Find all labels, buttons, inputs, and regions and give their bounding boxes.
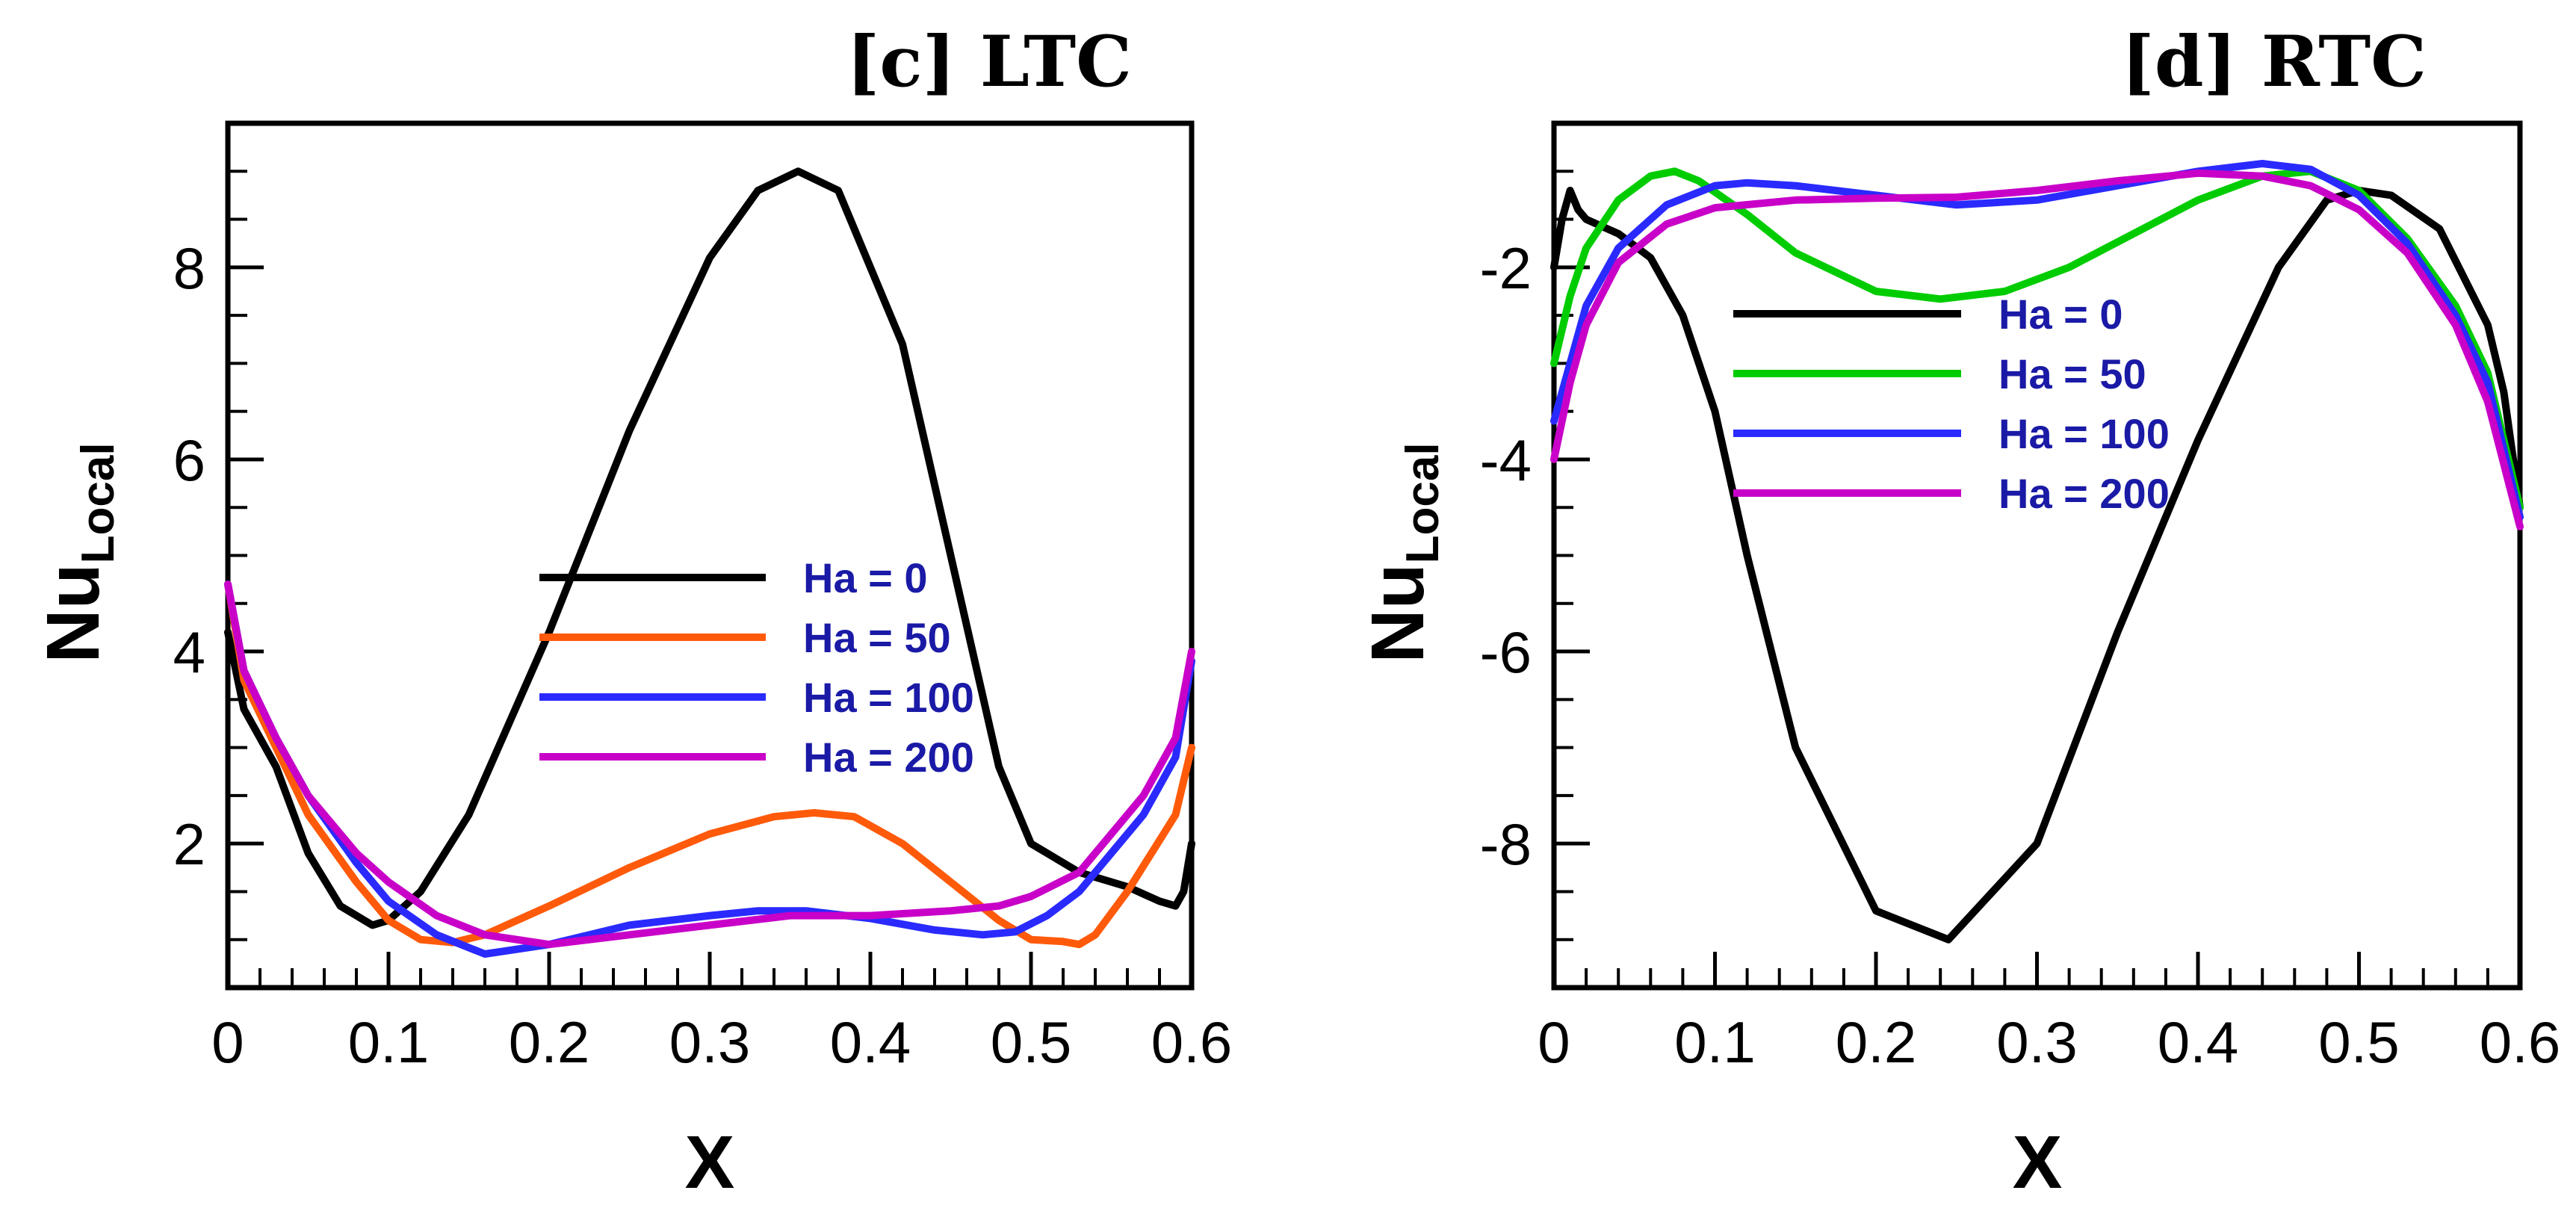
x-axis-title: X	[2013, 1121, 2063, 1204]
legend-label: Ha = 0	[1998, 291, 2123, 338]
legend-label: Ha = 200	[1998, 470, 2170, 517]
y-axis-title-main: Nu	[1356, 563, 1440, 663]
y-tick-label: 2	[173, 811, 205, 877]
x-tick-label: 0.5	[991, 1009, 1071, 1075]
y-axis-title-sub: Local	[1397, 442, 1449, 563]
series-line	[224, 167, 1195, 929]
series-group	[1550, 160, 2524, 944]
y-axis-title: NuLocal	[1356, 442, 1449, 663]
series-line	[1550, 169, 2524, 530]
x-tick-label: 0.6	[2480, 1009, 2560, 1075]
x-tick-label: 0.1	[348, 1009, 429, 1075]
x-tick-label: 0	[211, 1009, 244, 1075]
y-tick-label: -2	[1480, 235, 1532, 301]
y-tick-label: 6	[173, 427, 205, 493]
y-tick-label: -8	[1480, 811, 1532, 877]
series-line	[1550, 187, 2524, 944]
legend-label: Ha = 100	[1998, 410, 2170, 457]
y-axis-title-main: Nu	[31, 563, 115, 663]
x-tick-label: 0.2	[509, 1009, 589, 1075]
y-tick-label: -4	[1480, 427, 1532, 493]
chart-title: [d] RTC	[2121, 21, 2427, 103]
legend-label: Ha = 50	[803, 614, 951, 661]
x-tick-label: 0.3	[669, 1009, 750, 1075]
x-tick-label: 0.6	[1151, 1009, 1232, 1075]
x-tick-label: 0.4	[830, 1009, 911, 1075]
x-tick-label: 0.3	[1996, 1009, 2077, 1075]
axis-ticks: 0 0.1 0.2 0.3 0.4 0.5 0.6 -8 -6 -4 -2	[1480, 122, 2560, 1075]
legend-label: Ha = 0	[803, 554, 928, 601]
series-line	[224, 580, 1195, 949]
axis-ticks: 0 0.1 0.2 0.3 0.4 0.5 0.6 2 4 6 8	[173, 122, 1232, 1075]
plot-frame	[1551, 120, 2523, 991]
legend-label: Ha = 200	[803, 734, 974, 781]
y-axis-title-sub: Local	[72, 442, 124, 563]
x-tick-label: 0.5	[2318, 1009, 2399, 1075]
y-axis-title: NuLocal	[31, 442, 124, 663]
legend-label: Ha = 100	[803, 674, 974, 721]
legend-label: Ha = 50	[1998, 350, 2146, 397]
legend: Ha = 0 Ha = 50 Ha = 100 Ha = 200	[539, 554, 974, 781]
series-line	[224, 580, 1195, 949]
x-tick-label: 0.4	[2158, 1009, 2238, 1075]
legend: Ha = 0 Ha = 50 Ha = 100 Ha = 200	[1733, 291, 2170, 517]
y-tick-label: 4	[173, 619, 205, 685]
x-tick-label: 0.2	[1836, 1009, 1916, 1075]
x-tick-label: 0	[1538, 1009, 1570, 1075]
series-line	[224, 580, 1195, 958]
series-line	[1550, 160, 2524, 521]
x-axis-title: X	[685, 1121, 735, 1204]
y-tick-label: 8	[173, 235, 205, 301]
chart-title: [c] LTC	[846, 21, 1132, 103]
x-tick-label: 0.1	[1674, 1009, 1755, 1075]
panel-rtc: [d] RTC 0 0.1 0.2 0.3 0.4 0.5 0.6 -8 -6 -4 -2 Ha =…	[1356, 21, 2560, 1204]
y-tick-label: -6	[1480, 619, 1532, 685]
series-group	[224, 167, 1195, 958]
